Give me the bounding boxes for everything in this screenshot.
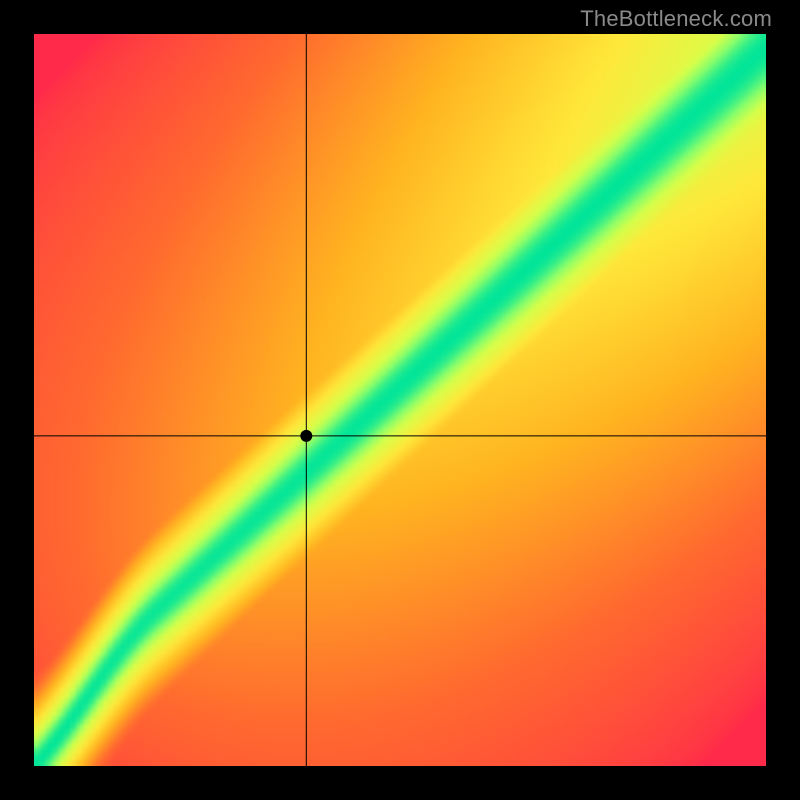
watermark-text: TheBottleneck.com [580, 6, 772, 32]
heatmap-plot [34, 34, 766, 766]
heatmap-canvas [34, 34, 766, 766]
